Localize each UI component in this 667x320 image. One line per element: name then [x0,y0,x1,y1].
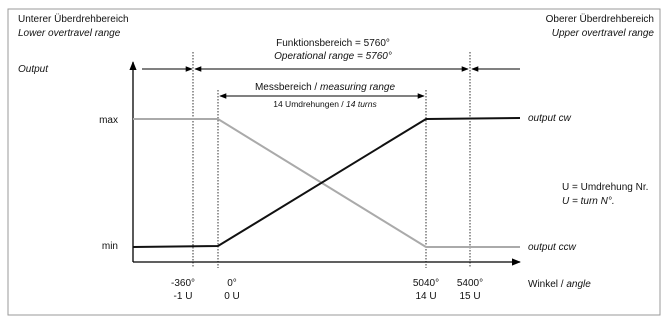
upper-en: Upper overtravel range [552,28,655,39]
turns-label: 14 Umdrehungen / 14 turns [273,99,377,109]
output-cw-line [132,117,521,248]
tick-turn: 15 U [459,291,480,302]
output-ccw-line [133,118,520,248]
turns-de: 14 Umdrehungen / [273,99,344,109]
upper-de: Oberer Überdrehbereich [546,13,654,25]
tick-turn: 14 U [415,291,436,302]
x-label-de: Winkel / [528,279,564,290]
min-label: min [102,241,118,252]
tick-deg: 5040° [413,278,439,289]
range-arrows [142,66,520,99]
max-label: max [99,115,118,126]
legend-de: U = Umdrehung Nr. [562,182,648,193]
measuring-de: Messbereich / [255,82,317,93]
function-de: Funktionsbereich = 5760° [276,38,390,49]
lower-de: Unterer Überdrehbereich [18,13,129,25]
tick-deg: -360° [171,278,195,289]
legend-en: U = turn N°. [562,196,615,207]
y-label: Output [18,64,49,75]
output-cw-label: output cw [528,113,572,124]
measuring-label: Messbereich / measuring range [255,82,396,93]
tick-deg: 0° [227,278,237,289]
measuring-en: measuring range [320,82,395,93]
frame [7,8,661,316]
tick-deg: 5400° [457,278,483,289]
turns-en: 14 turns [346,99,377,109]
axes [129,61,521,266]
guides [192,52,471,268]
output-ccw-label: output ccw [528,242,577,253]
tick-turn: 0 U [224,291,240,302]
tick-turn: -1 U [174,291,193,302]
function-en: Operational range = 5760° [274,51,392,62]
lower-en: Lower overtravel range [18,28,121,39]
tick-labels: -360° -1 U 0° 0 U 5040° 14 U 5400° 15 U [171,278,483,302]
x-label-en: angle [566,279,591,290]
x-label: Winkel / angle [528,279,591,290]
